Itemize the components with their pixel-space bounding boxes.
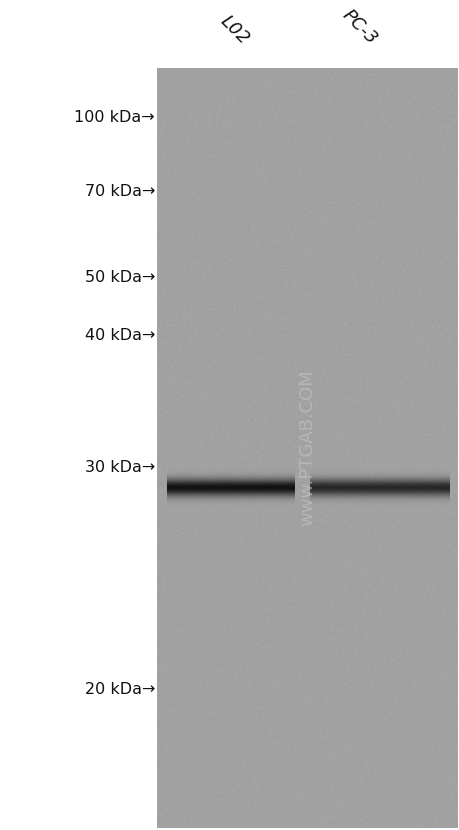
Text: L02: L02: [217, 12, 252, 48]
Text: PC-3: PC-3: [338, 6, 380, 48]
Text: www.PTGAB.COM: www.PTGAB.COM: [298, 369, 316, 526]
Text: 20 kDa→: 20 kDa→: [84, 682, 155, 697]
Text: 50 kDa→: 50 kDa→: [84, 271, 155, 286]
Text: 40 kDa→: 40 kDa→: [84, 328, 155, 343]
Text: 30 kDa→: 30 kDa→: [84, 460, 155, 475]
Text: 70 kDa→: 70 kDa→: [84, 184, 155, 199]
Text: 100 kDa→: 100 kDa→: [74, 110, 155, 125]
